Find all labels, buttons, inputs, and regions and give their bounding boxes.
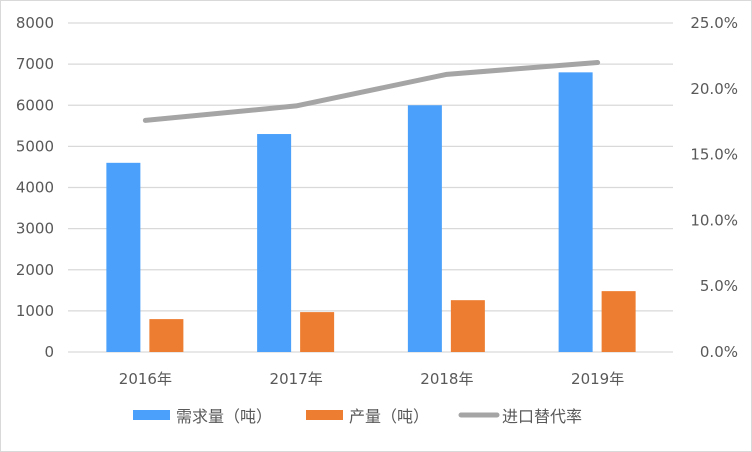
right-axis-tick: 20.0% (690, 80, 738, 98)
production-bar (450, 300, 485, 352)
category-label: 2016年 (119, 370, 172, 388)
left-axis-tick: 3000 (16, 220, 54, 238)
demand-bar (257, 134, 292, 352)
right-axis-tick: 15.0% (690, 146, 738, 164)
legend-label-demand: 需求量（吨） (176, 407, 272, 426)
right-axis-tick: 10.0% (690, 211, 738, 229)
legend-label-production: 产量（吨） (349, 407, 429, 426)
category-label: 2018年 (420, 370, 473, 388)
left-axis-tick: 6000 (16, 96, 54, 114)
left-axis-tick: 2000 (16, 261, 54, 279)
production-bar (149, 319, 184, 352)
demand-bar (558, 72, 593, 352)
production-bar (601, 291, 636, 352)
demand-bar (407, 105, 442, 352)
demand-bar (106, 162, 141, 352)
legend-swatch-demand (133, 410, 170, 420)
left-axis-tick: 0 (44, 343, 54, 361)
import-substitution-line (142, 59, 601, 123)
left-axis-tick: 8000 (16, 14, 54, 32)
left-axis-tick: 1000 (16, 302, 54, 320)
right-axis-tick: 5.0% (700, 277, 738, 295)
right-axis-tick: 0.0% (700, 343, 738, 361)
production-bar (300, 312, 335, 352)
right-axis-tick: 25.0% (690, 14, 738, 32)
legend-label-rate: 进口替代率 (502, 407, 582, 426)
category-label: 2019年 (571, 370, 624, 388)
left-axis-tick: 4000 (16, 179, 54, 197)
left-axis-tick: 5000 (16, 137, 54, 155)
legend-swatch-production (306, 410, 343, 420)
category-label: 2017年 (270, 370, 323, 388)
left-axis-tick: 7000 (16, 55, 54, 73)
